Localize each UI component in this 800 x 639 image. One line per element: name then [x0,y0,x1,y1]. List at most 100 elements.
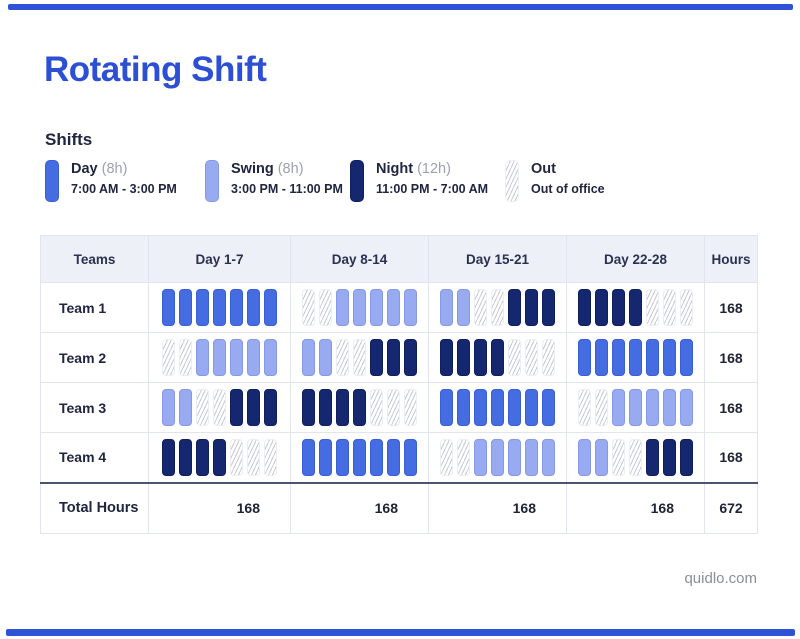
shift-pill-day [612,339,625,376]
legend-text-swing: Swing (8h) 3:00 PM - 11:00 PM [231,160,343,196]
total-hours-value: 168 [428,481,567,534]
shift-pill-day [336,438,349,476]
shift-pill-swing [179,389,192,426]
shift-pill-swing [612,389,625,426]
shift-pill-swing [213,339,226,376]
shift-pill-out [542,339,555,376]
team-name: Team 1 [40,282,149,333]
shift-pill-out [595,389,608,426]
shift-pill-out [491,289,504,326]
pill-group [567,389,704,426]
shift-pill-swing [525,438,538,476]
shift-pill-swing [663,389,676,426]
shift-pill-night [457,339,470,376]
shift-pill-swing [491,438,504,476]
team-hours: 168 [704,282,758,333]
shift-pill-out [440,438,453,476]
legend-name-label: Out [531,161,556,177]
shift-pill-swing [387,289,400,326]
shift-pill-day [162,289,175,326]
shift-pill-swing [680,389,693,426]
legend-name: Day (8h) [71,160,177,178]
legend-name: Night (12h) [376,160,488,178]
pill-group [429,389,566,426]
shift-schedule-table: Teams Day 1-7 Day 8-14 Day 15-21 Day 22-28 Ho… [40,235,758,534]
shift-pill-night [213,438,226,476]
legend-duration: (8h) [97,161,128,177]
shift-pill-day [595,339,608,376]
night-swatch-icon [350,160,364,202]
pill-group [567,339,704,376]
out-swatch-icon [505,160,519,202]
shift-pill-day [680,339,693,376]
team-row: Team 1 168 [40,282,758,333]
shift-legend: Day (8h) 7:00 AM - 3:00 PM Swing (8h) 3:00 … [45,160,755,210]
shift-pill-night [663,438,676,476]
shift-pill-day [230,289,243,326]
shift-pill-out [474,289,487,326]
shift-pill-night [387,339,400,376]
shift-pill-day [247,289,260,326]
shift-pill-out [457,438,470,476]
total-hours-value: 168 [566,481,705,534]
shift-pill-out [404,389,417,426]
shift-pill-out [525,339,538,376]
shift-pill-night [302,389,315,426]
shift-pill-out [319,289,332,326]
shift-pill-day [474,389,487,426]
shift-pill-night [162,438,175,476]
shift-pill-night [353,389,366,426]
shift-pill-swing [353,289,366,326]
shift-pill-out [213,389,226,426]
week-schedule-cell [290,332,429,383]
week-schedule-cell [428,282,567,333]
shift-pill-day [440,389,453,426]
shift-pill-out [508,339,521,376]
pill-group [567,289,704,326]
shift-pill-out [612,438,625,476]
shift-pill-swing [646,389,659,426]
column-header: Teams [40,235,149,283]
shift-pill-out [196,389,209,426]
shift-pill-night [578,289,591,326]
week-schedule-cell [428,332,567,383]
day-swatch-icon [45,160,59,202]
shift-pill-out [302,289,315,326]
shift-pill-out [264,438,277,476]
shift-pill-night [646,438,659,476]
legend-item-swing: Swing (8h) 3:00 PM - 11:00 PM [205,160,343,202]
shift-pill-night [319,389,332,426]
shift-pill-night [247,389,260,426]
shift-pill-swing [264,339,277,376]
team-hours: 168 [704,382,758,433]
pill-group [291,389,428,426]
shift-pill-day [542,389,555,426]
shift-pill-night [370,339,383,376]
legend-text-out: Out Out of office [531,160,605,196]
shift-pill-day [319,438,332,476]
shift-pill-day [491,389,504,426]
page-title: Rotating Shift [44,50,267,89]
shift-pill-night [629,289,642,326]
column-header: Day 1-7 [148,235,291,283]
week-schedule-cell [290,432,429,483]
pill-group [149,438,290,476]
legend-time: 3:00 PM - 11:00 PM [231,182,343,196]
total-hours-value: 168 [148,481,291,534]
shift-pill-night [440,339,453,376]
pill-group [429,289,566,326]
shift-pill-out [663,289,676,326]
legend-name: Swing (8h) [231,160,343,178]
week-schedule-cell [428,382,567,433]
team-row: Team 2 168 [40,332,758,383]
shift-pill-day [457,389,470,426]
legend-duration: (12h) [413,161,451,177]
pill-group [149,339,290,376]
total-hours-row: Total Hours 168 168 168 168 672 [40,481,758,534]
shift-pill-out [629,438,642,476]
week-schedule-cell [290,282,429,333]
shift-pill-out [230,438,243,476]
shift-pill-day [196,289,209,326]
shift-pill-swing [457,289,470,326]
pill-group [149,389,290,426]
